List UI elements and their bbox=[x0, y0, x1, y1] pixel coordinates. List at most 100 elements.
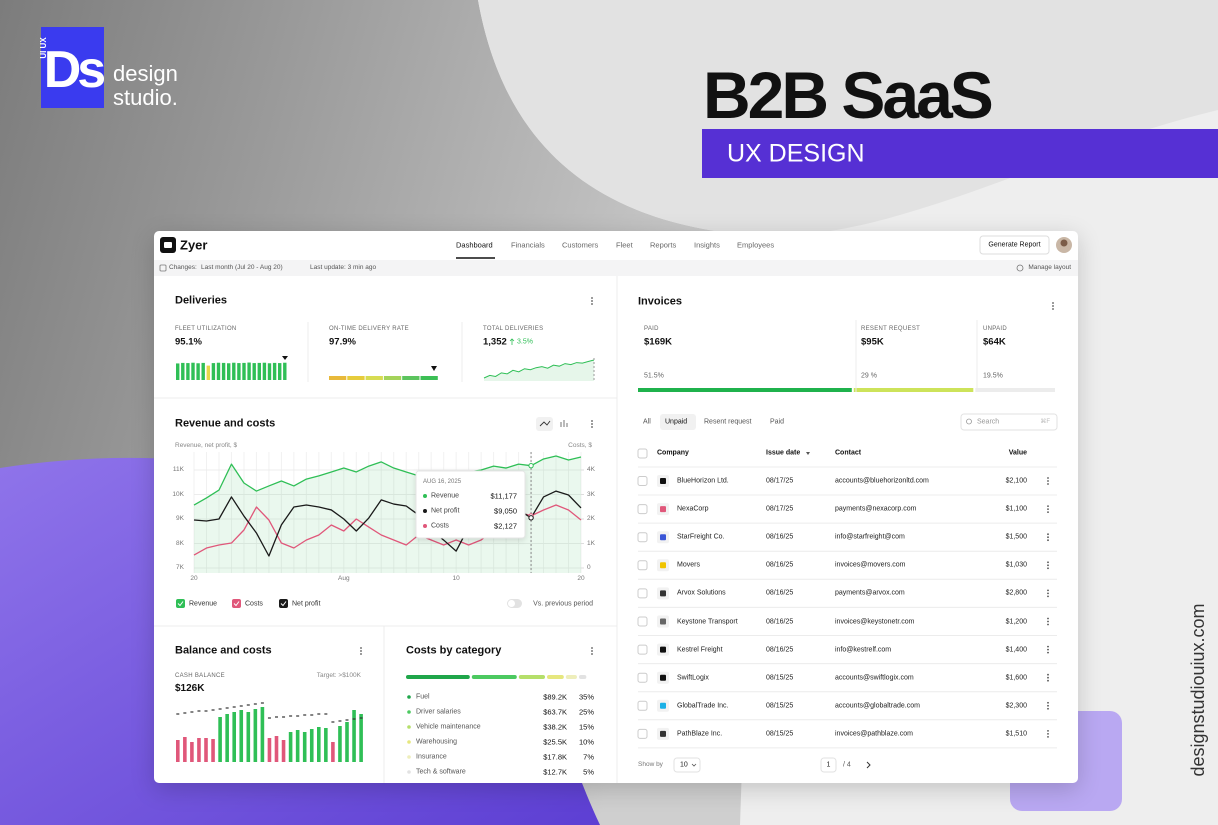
more-icon[interactable] bbox=[1047, 617, 1049, 620]
tab[interactable]: Unpaid bbox=[665, 418, 688, 426]
legend-checkbox[interactable] bbox=[279, 599, 288, 608]
generate-button[interactable] bbox=[979, 235, 1050, 255]
more-icon[interactable] bbox=[1047, 651, 1049, 654]
more-icon[interactable] bbox=[1047, 505, 1049, 507]
issue-date: 08/15/25 bbox=[766, 702, 794, 710]
generate-button-label[interactable]: Generate Report bbox=[988, 241, 1041, 249]
more-icon[interactable] bbox=[1052, 308, 1054, 310]
balance-bar bbox=[197, 738, 201, 762]
more-icon[interactable] bbox=[1047, 589, 1049, 592]
header-checkbox[interactable] bbox=[637, 448, 648, 459]
bar-icon[interactable] bbox=[560, 420, 568, 427]
more-icon[interactable] bbox=[1047, 567, 1049, 570]
category-share: 10% bbox=[578, 737, 594, 747]
more-icon[interactable] bbox=[1047, 730, 1049, 732]
more-icon[interactable] bbox=[1047, 623, 1049, 626]
row-checkbox[interactable] bbox=[637, 616, 648, 627]
row-checkbox[interactable] bbox=[637, 476, 648, 486]
legend-label[interactable]: Costs bbox=[245, 600, 263, 608]
more-icon[interactable] bbox=[1047, 704, 1049, 707]
more-icon[interactable] bbox=[1047, 679, 1049, 682]
issue-date: 08/16/25 bbox=[766, 561, 794, 569]
more-icon[interactable] bbox=[591, 650, 593, 652]
legend-checkbox[interactable] bbox=[176, 599, 185, 608]
more-icon[interactable] bbox=[591, 423, 593, 425]
tab[interactable]: Resent request bbox=[704, 418, 752, 426]
line-toggle[interactable] bbox=[536, 417, 553, 431]
more-icon[interactable] bbox=[591, 653, 593, 655]
balance-bar bbox=[183, 737, 187, 762]
page-box[interactable] bbox=[820, 757, 837, 773]
row-checkbox[interactable] bbox=[637, 700, 648, 711]
row-checkbox[interactable] bbox=[637, 532, 648, 543]
more-icon[interactable] bbox=[360, 650, 362, 652]
nav-item[interactable]: Insights bbox=[694, 240, 720, 250]
target-mark bbox=[253, 703, 257, 705]
nav-item[interactable]: Customers bbox=[562, 240, 599, 250]
more-icon[interactable] bbox=[1047, 620, 1049, 623]
target-mark bbox=[359, 717, 363, 719]
legend-label[interactable]: Net profit bbox=[292, 600, 321, 608]
more-icon[interactable] bbox=[1047, 480, 1049, 482]
changes-value[interactable]: Last month (Jul 20 - Aug 20) bbox=[201, 263, 283, 271]
more-icon[interactable] bbox=[1047, 511, 1049, 513]
row-checkbox[interactable] bbox=[637, 560, 648, 571]
brand-name: design bbox=[113, 61, 178, 86]
tab[interactable]: All bbox=[643, 418, 651, 426]
invoice-value: $1,030 bbox=[1005, 561, 1027, 569]
more-icon[interactable] bbox=[1047, 508, 1049, 510]
more-icon[interactable] bbox=[1047, 561, 1049, 564]
row-checkbox[interactable] bbox=[637, 644, 648, 655]
legend-checkbox[interactable] bbox=[232, 599, 241, 608]
more-icon[interactable] bbox=[1047, 539, 1049, 542]
next-page[interactable] bbox=[866, 761, 871, 769]
row-checkbox[interactable] bbox=[637, 504, 648, 515]
row-checkbox[interactable] bbox=[637, 728, 648, 739]
nav-item[interactable]: Dashboard bbox=[456, 240, 493, 250]
more-icon[interactable] bbox=[591, 297, 593, 299]
row-checkbox[interactable] bbox=[637, 588, 648, 599]
more-icon[interactable] bbox=[1047, 645, 1049, 648]
more-icon[interactable] bbox=[591, 300, 593, 302]
search-placeholder[interactable]: Search bbox=[977, 418, 1000, 426]
more-icon[interactable] bbox=[1052, 302, 1054, 304]
legend-label[interactable]: Revenue bbox=[189, 600, 218, 608]
more-icon[interactable] bbox=[1047, 673, 1049, 676]
column-header[interactable]: Issue date bbox=[766, 449, 801, 457]
more-icon[interactable] bbox=[1047, 707, 1049, 710]
nav-item[interactable]: Employees bbox=[737, 240, 775, 250]
more-icon[interactable] bbox=[1047, 595, 1049, 598]
more-icon[interactable] bbox=[1047, 533, 1049, 536]
app-name[interactable]: Zyer bbox=[180, 237, 208, 253]
manage-layout[interactable]: Manage layout bbox=[1028, 263, 1071, 271]
compare-label[interactable]: Vs. previous period bbox=[533, 600, 593, 608]
more-icon[interactable] bbox=[1052, 305, 1054, 307]
tab[interactable]: Paid bbox=[770, 418, 785, 426]
more-icon[interactable] bbox=[1047, 483, 1049, 485]
more-icon[interactable] bbox=[1047, 736, 1049, 738]
more-icon[interactable] bbox=[1047, 536, 1049, 539]
more-icon[interactable] bbox=[1047, 564, 1049, 567]
more-icon[interactable] bbox=[591, 647, 593, 649]
row-checkbox[interactable] bbox=[637, 672, 648, 683]
more-icon[interactable] bbox=[1047, 648, 1049, 651]
more-icon[interactable] bbox=[360, 647, 362, 649]
more-icon[interactable] bbox=[1047, 676, 1049, 679]
more-icon[interactable] bbox=[1047, 477, 1049, 479]
more-icon[interactable] bbox=[1047, 592, 1049, 595]
more-icon[interactable] bbox=[1047, 733, 1049, 735]
more-icon[interactable] bbox=[1047, 701, 1049, 704]
more-icon[interactable] bbox=[360, 653, 362, 655]
page-size[interactable]: 10 bbox=[680, 761, 688, 769]
tooltip-dot bbox=[423, 494, 427, 498]
more-icon[interactable] bbox=[591, 426, 593, 428]
nav-item[interactable]: Fleet bbox=[616, 240, 633, 250]
search-box[interactable] bbox=[960, 413, 1058, 431]
page-number[interactable]: 1 bbox=[826, 761, 831, 769]
more-icon[interactable] bbox=[591, 420, 593, 422]
light-shape bbox=[478, 0, 1218, 237]
nav-item[interactable]: Reports bbox=[650, 240, 677, 250]
page-size-select[interactable] bbox=[673, 757, 701, 773]
more-icon[interactable] bbox=[591, 303, 593, 305]
nav-item[interactable]: Financials bbox=[511, 240, 545, 250]
